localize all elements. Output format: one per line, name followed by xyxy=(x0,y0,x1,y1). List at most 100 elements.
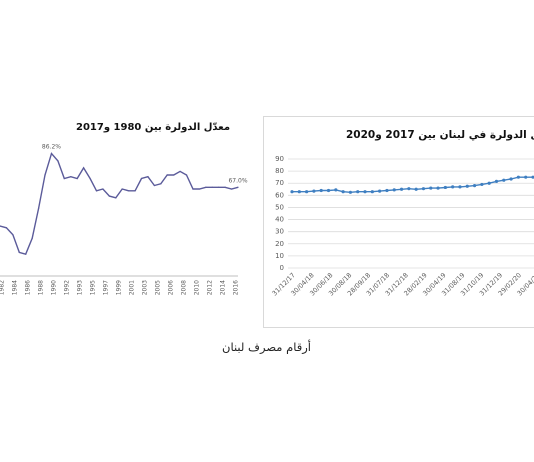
right-data-point xyxy=(370,190,374,194)
right-data-point xyxy=(458,185,462,189)
right-data-point xyxy=(414,187,418,191)
left-x-tick-label: 2014 xyxy=(220,280,227,295)
left-x-tick-label: 2016 xyxy=(233,280,240,295)
right-data-point xyxy=(348,190,353,194)
left-data-point xyxy=(63,177,65,180)
right-y-tick-label: 20 xyxy=(275,240,284,248)
right-y-tick-label: 60 xyxy=(275,191,284,199)
left-data-point xyxy=(37,207,40,209)
right-data-point xyxy=(494,179,499,184)
right-data-point xyxy=(472,184,477,188)
left-data-point xyxy=(192,188,194,190)
left-chart-plot: 1982 1984 1986 1988 1990 1992 1993 1995 1997 1999… xyxy=(0,143,248,295)
right-data-point xyxy=(326,188,331,193)
right-data-point xyxy=(392,188,396,192)
right-y-tick-label: 40 xyxy=(275,216,284,224)
right-chart-plot: 010203040506070809031/12/1730/04/1830/06… xyxy=(271,155,534,297)
left-data-point xyxy=(83,167,85,169)
right-data-point xyxy=(290,190,294,194)
left-data-point xyxy=(115,197,117,199)
left-data-point xyxy=(102,188,104,190)
right-chart-title: معدّل الدولرة في لبنان بين 2017 و2020 xyxy=(346,129,534,141)
left-data-point xyxy=(31,237,33,239)
left-data-point xyxy=(134,190,136,192)
right-data-point xyxy=(465,184,469,188)
right-data-point xyxy=(399,187,404,191)
left-data-point xyxy=(76,177,78,180)
left-x-tick-label: 1995 xyxy=(90,280,97,295)
left-x-tick-label: 1999 xyxy=(116,280,123,295)
left-data-point xyxy=(89,177,91,180)
right-data-point xyxy=(421,187,426,191)
right-y-tick-label: 30 xyxy=(275,228,284,236)
left-x-tick-label: 2005 xyxy=(155,280,162,295)
left-data-point xyxy=(95,190,98,192)
right-data-point xyxy=(480,182,484,187)
left-data-point xyxy=(230,188,233,190)
left-x-tick-label: 1982 xyxy=(0,280,6,295)
right-y-tick-label: 0 xyxy=(280,264,284,272)
left-data-point xyxy=(70,176,72,178)
left-x-tick-label: 1990 xyxy=(51,280,58,295)
left-x-tick-label: 1988 xyxy=(38,280,45,295)
left-data-point xyxy=(57,160,59,162)
right-y-tick-label: 70 xyxy=(275,179,284,187)
left-data-point xyxy=(224,186,226,188)
left-data-point xyxy=(108,195,110,197)
left-data-point xyxy=(198,188,201,190)
right-data-point xyxy=(509,177,513,181)
left-data-point xyxy=(237,186,239,188)
left-data-point xyxy=(121,188,123,190)
left-data-point xyxy=(179,170,181,173)
right-data-point xyxy=(319,188,323,193)
left-data-point xyxy=(18,251,20,253)
right-y-tick-label: 90 xyxy=(275,155,284,163)
right-data-point xyxy=(436,186,440,190)
right-y-tick-label: 80 xyxy=(275,167,284,175)
right-data-point xyxy=(429,186,433,190)
right-data-point xyxy=(378,189,382,193)
right-data-point xyxy=(363,190,367,194)
left-data-point xyxy=(50,152,53,155)
left-x-tick-label: 1986 xyxy=(25,280,32,295)
right-data-point xyxy=(407,187,411,191)
right-data-point xyxy=(297,190,301,194)
left-x-tick-label: 2001 xyxy=(129,280,136,295)
left-x-tick-label: 2010 xyxy=(194,280,201,295)
left-x-tick-label: 1993 xyxy=(77,280,84,295)
figure-caption: أرقام مصرف لبنان xyxy=(222,340,311,354)
right-data-point xyxy=(356,190,360,194)
right-data-point xyxy=(312,189,316,193)
left-data-point xyxy=(166,174,168,176)
left-x-tick-label: 2012 xyxy=(207,280,214,295)
left-data-point xyxy=(205,186,207,188)
left-x-tick-label: 1984 xyxy=(12,280,19,295)
left-data-point xyxy=(211,186,213,188)
left-x-tick-label: 2003 xyxy=(142,280,149,295)
left-chart-title: معدّل الدولرة بين 1980 و2017 xyxy=(76,122,231,133)
left-data-label: 67.0% xyxy=(228,177,247,184)
right-data-point xyxy=(385,188,389,193)
left-x-tick-label: 2008 xyxy=(181,280,188,295)
right-y-tick-label: 50 xyxy=(275,203,284,211)
left-x-tick-label: 1992 xyxy=(64,280,71,295)
right-y-tick-label: 10 xyxy=(275,252,284,260)
left-data-point xyxy=(128,190,130,192)
left-data-point xyxy=(185,174,188,176)
right-data-point xyxy=(524,175,528,179)
left-data-point xyxy=(5,227,8,229)
right-chart: معدّل الدولرة في لبنان بين 2017 و2020 0 1… xyxy=(263,116,534,328)
left-data-point xyxy=(25,253,27,255)
left-data-point xyxy=(147,176,149,178)
left-series-line xyxy=(0,152,239,256)
right-data-point xyxy=(502,178,506,182)
right-data-point xyxy=(334,188,338,192)
left-data-point xyxy=(160,183,162,185)
right-data-point xyxy=(341,190,345,194)
left-data-point xyxy=(140,177,143,180)
right-series-line xyxy=(292,176,533,194)
left-data-label: 86.2% xyxy=(42,143,61,150)
right-data-point xyxy=(305,190,309,194)
right-data-point xyxy=(516,175,520,179)
left-data-point xyxy=(218,186,220,188)
